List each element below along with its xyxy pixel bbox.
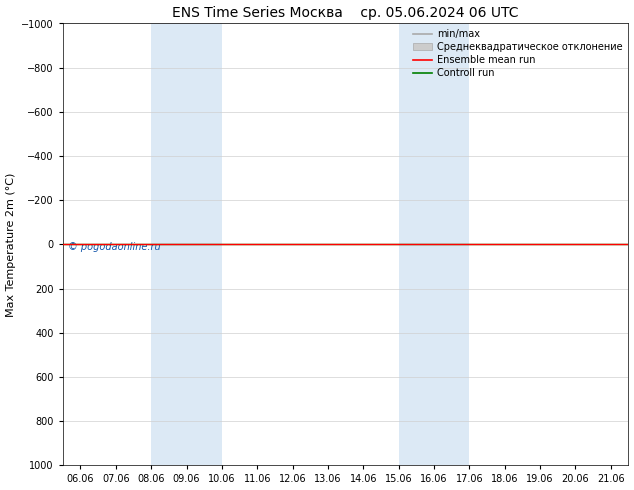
Bar	[399, 24, 469, 465]
Text: © pogodaonline.ru: © pogodaonline.ru	[68, 242, 161, 252]
Bar	[151, 24, 222, 465]
Title: ENS Time Series Москва    ср. 05.06.2024 06 UTC: ENS Time Series Москва ср. 05.06.2024 06…	[172, 5, 519, 20]
Legend: min/max, Среднеквадратическое отклонение, Ensemble mean run, Controll run: min/max, Среднеквадратическое отклонение…	[409, 25, 626, 82]
Y-axis label: Max Temperature 2m (°C): Max Temperature 2m (°C)	[6, 172, 16, 317]
